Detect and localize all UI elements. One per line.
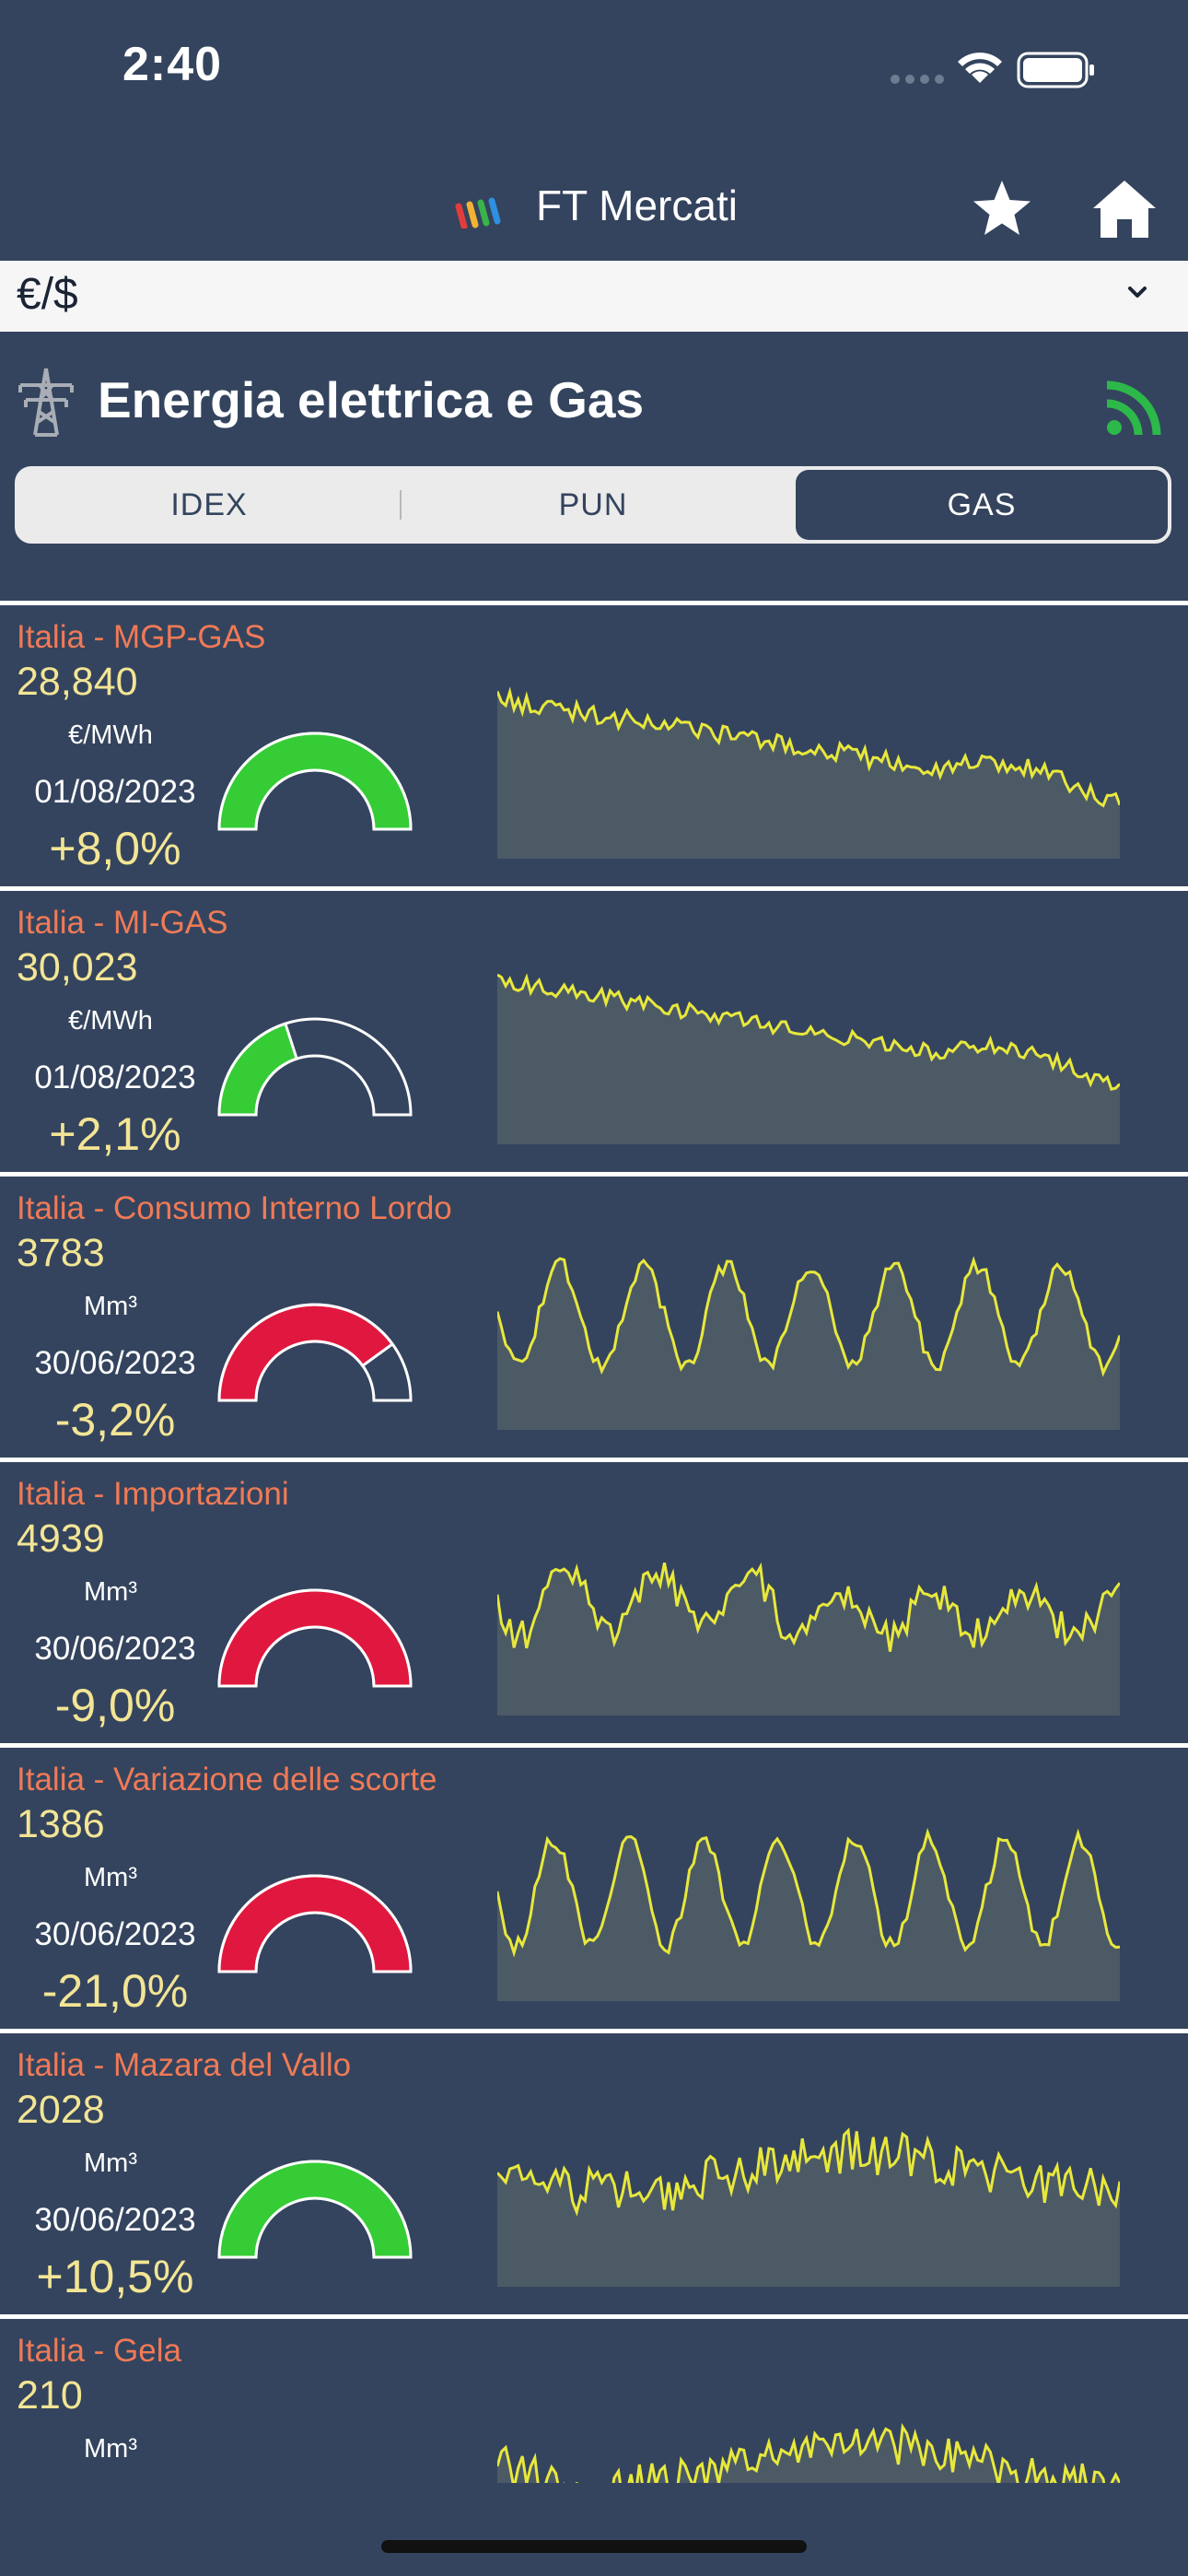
tab-pun[interactable]: PUN bbox=[558, 487, 628, 522]
home-icon bbox=[1093, 181, 1156, 238]
trend-sparkline bbox=[497, 2422, 1120, 2483]
rss-feed-icon[interactable] bbox=[1103, 378, 1164, 439]
change-gauge bbox=[216, 2443, 413, 2483]
card-date: 30/06/2023 bbox=[34, 2202, 196, 2238]
market-card[interactable]: Italia - Variazione delle scorte 1386 Mm… bbox=[0, 1743, 1188, 2029]
tab-gas[interactable]: GAS bbox=[796, 470, 1168, 540]
market-card[interactable]: Italia - Consumo Interno Lordo 3783 Mm³ … bbox=[0, 1172, 1188, 1458]
trend-sparkline bbox=[497, 1827, 1120, 2001]
card-title: Italia - Mazara del Vallo bbox=[17, 2047, 352, 2083]
sparkline-line bbox=[497, 1256, 1120, 1377]
trend-sparkline bbox=[497, 2127, 1120, 2287]
wifi-icon bbox=[958, 53, 1002, 83]
sparkline-area bbox=[497, 1563, 1120, 1715]
card-change: -3,2% bbox=[54, 1394, 176, 1446]
status-time: 2:40 bbox=[122, 38, 223, 91]
sparkline-area bbox=[497, 975, 1120, 1144]
trend-sparkline bbox=[497, 1256, 1120, 1430]
trend-sparkline bbox=[497, 686, 1120, 859]
sparkline-line bbox=[497, 973, 1120, 1091]
tab-idex[interactable]: IDEX bbox=[170, 487, 248, 522]
card-change: -21,0% bbox=[41, 1965, 189, 2017]
card-separator bbox=[0, 1458, 1188, 1462]
trend-sparkline bbox=[497, 1562, 1120, 1715]
market-card[interactable]: Italia - MGP-GAS 28,840 €/MWh 01/08/2023… bbox=[0, 601, 1188, 886]
sparkline-area bbox=[497, 691, 1120, 859]
card-unit: Mm³ bbox=[84, 2434, 137, 2464]
card-separator bbox=[0, 601, 1188, 605]
tab-segmented-control: IDEX PUN GAS bbox=[15, 466, 1171, 544]
change-gauge bbox=[216, 2158, 413, 2264]
currency-selector[interactable] bbox=[0, 261, 1188, 332]
home-button[interactable] bbox=[1091, 177, 1158, 241]
card-title: Italia - Consumo Interno Lordo bbox=[17, 1190, 452, 1226]
card-change: +10,5% bbox=[36, 2251, 194, 2302]
card-value: 30,023 bbox=[17, 945, 138, 989]
card-title: Italia - MGP-GAS bbox=[17, 619, 266, 655]
card-title: Italia - Importazioni bbox=[17, 1476, 289, 1512]
card-title: Italia - Variazione delle scorte bbox=[17, 1762, 437, 1797]
change-gauge bbox=[216, 1015, 413, 1121]
chevron-down-icon[interactable] bbox=[1122, 276, 1153, 308]
sparkline-area bbox=[497, 1259, 1120, 1430]
card-change: -9,0% bbox=[54, 1680, 176, 1731]
sparkline-line bbox=[497, 686, 1120, 808]
card-title: Italia - MI-GAS bbox=[17, 905, 228, 941]
cellular-signal-icon bbox=[891, 75, 944, 84]
status-icons bbox=[884, 41, 1114, 96]
power-pylon-icon bbox=[13, 365, 79, 439]
sparkline-area bbox=[497, 2427, 1120, 2483]
star-icon bbox=[973, 181, 1031, 235]
card-value: 210 bbox=[17, 2373, 83, 2418]
card-value: 1386 bbox=[17, 1802, 105, 1846]
card-unit: Mm³ bbox=[84, 1577, 137, 1607]
card-date: 01/08/2023 bbox=[34, 774, 196, 810]
card-separator bbox=[0, 1743, 1188, 1748]
card-value: 2028 bbox=[17, 2088, 105, 2132]
currency-selected-value[interactable]: €/$ bbox=[17, 270, 78, 319]
card-separator bbox=[0, 886, 1188, 891]
change-gauge bbox=[216, 730, 413, 836]
card-date: 01/08/2023 bbox=[34, 1060, 196, 1095]
card-title: Italia - Gela bbox=[17, 2333, 181, 2369]
card-change: +8,0% bbox=[49, 823, 181, 874]
card-date: 30/06/2023 bbox=[34, 1345, 196, 1381]
market-card[interactable]: Italia - MI-GAS 30,023 €/MWh 01/08/2023 … bbox=[0, 886, 1188, 1172]
sparkline-line bbox=[497, 2127, 1120, 2217]
change-gauge bbox=[216, 1587, 413, 1692]
card-value: 4939 bbox=[17, 1516, 105, 1561]
battery-icon bbox=[1017, 52, 1094, 88]
trend-sparkline bbox=[497, 973, 1120, 1144]
segment-divider bbox=[400, 490, 402, 520]
card-separator bbox=[0, 2314, 1188, 2319]
change-gauge bbox=[216, 1872, 413, 1978]
card-change: +2,1% bbox=[49, 1108, 181, 1160]
card-unit: €/MWh bbox=[68, 1006, 153, 1036]
sparkline-line bbox=[497, 1562, 1120, 1652]
change-gauge bbox=[216, 1301, 413, 1407]
app-title: FT Mercati bbox=[536, 181, 738, 229]
card-separator bbox=[0, 1172, 1188, 1177]
sparkline-line bbox=[497, 2422, 1120, 2483]
market-card[interactable]: Italia - Mazara del Vallo 2028 Mm³ 30/06… bbox=[0, 2029, 1188, 2314]
card-unit: Mm³ bbox=[84, 1863, 137, 1892]
card-unit: €/MWh bbox=[68, 720, 153, 750]
sparkline-area bbox=[497, 2130, 1120, 2287]
home-indicator bbox=[381, 2540, 807, 2553]
sparkline-line bbox=[497, 1827, 1120, 1958]
card-date: 30/06/2023 bbox=[34, 1916, 196, 1952]
card-value: 3783 bbox=[17, 1231, 105, 1275]
card-value: 28,840 bbox=[17, 660, 138, 704]
status-bar: 2:40 bbox=[0, 0, 1188, 138]
app-logo-icon bbox=[455, 195, 503, 230]
market-card[interactable]: Italia - Gela 210 Mm³ bbox=[0, 2314, 1188, 2483]
card-date: 30/06/2023 bbox=[34, 1631, 196, 1667]
card-unit: Mm³ bbox=[84, 1292, 137, 1321]
market-card[interactable]: Italia - Importazioni 4939 Mm³ 30/06/202… bbox=[0, 1458, 1188, 1743]
card-unit: Mm³ bbox=[84, 2149, 137, 2178]
favorites-button[interactable] bbox=[970, 177, 1034, 241]
card-separator bbox=[0, 2029, 1188, 2033]
sparkline-area bbox=[497, 1832, 1120, 2001]
section-title: Energia elettrica e Gas bbox=[98, 371, 645, 428]
